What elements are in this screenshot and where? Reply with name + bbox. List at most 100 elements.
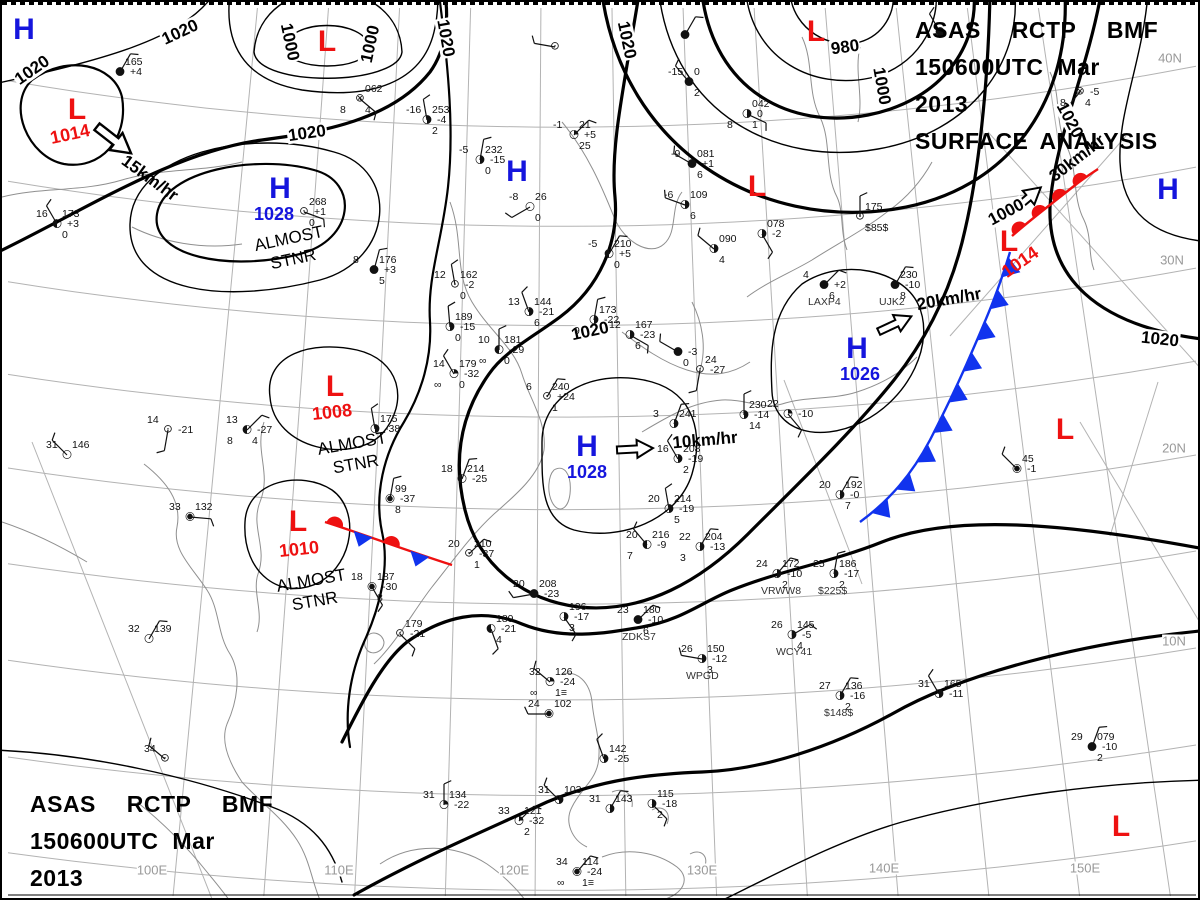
station-value-r: -2 [465,279,475,291]
station-value-lr: 1≡ [555,687,567,699]
station-value-ur: 143 [615,793,633,805]
station-symbol-icon: ● [679,26,691,41]
station-value-r: -13 [710,541,726,553]
station-value-ur: 268 [309,196,327,208]
station-value-r: -2 [772,228,782,240]
station-value-lr: 5 [674,514,680,526]
station-value-ul: 24 [528,698,540,710]
station-symbol-icon: ◐ [603,245,615,260]
station-symbol-icon: ⊙ [160,750,170,765]
station-value-r: -21 [410,628,426,640]
station-value-lr: 2 [524,826,530,838]
station-value-ul: 20 [819,479,831,491]
lat-label: 40N [1158,50,1182,66]
station-value-lr: 25 [579,140,591,152]
station-symbol-icon: ◑ [679,196,691,211]
station-value-ul: 33 [169,501,181,513]
station-symbol-icon: ◐ [485,620,497,635]
station-value-ul: 34 [556,856,568,868]
station-symbol-icon: ⊗ [1075,83,1085,98]
station-value-r: -37 [479,548,495,560]
station-symbol-icon: ⊙ [855,208,865,223]
station-symbol-icon: ◉ [366,578,378,593]
station-value-ll: 9 [574,325,580,337]
station-value-lr: 6 [635,340,641,352]
station-value-lr: 0 [460,290,466,302]
station-id: LAXP4 [808,296,841,308]
station-value-ur: 173 [62,208,80,220]
station-value-r: -25 [614,753,630,765]
station-value-r: -10 [1102,741,1118,753]
station-symbol-icon: ◔ [544,673,556,688]
station-value-r: +24 [557,391,575,403]
lon-label: 150E [1069,860,1101,876]
station-value-ur: 162 [460,269,478,281]
station-value-r: -24 [587,866,603,878]
station-value-ul: -15 [668,66,684,78]
station-value-r: 0 [757,108,763,120]
station-value-lr: 0 [504,355,510,367]
station-value-lr: 4 [252,435,258,447]
station-value-r: -3 [688,346,698,358]
station-value-ul: 31 [423,789,435,801]
station-value-r: -4 [437,114,447,126]
isobar-label: 1020 [433,16,459,60]
movement-speed-label: 20km/hr [915,283,983,315]
station-symbol-icon: ◔ [438,796,450,811]
station-value-r: -23 [640,329,656,341]
station-value-ul: 3 [653,408,659,420]
station-value-lr: 4 [496,634,502,646]
station-value-r: -32 [464,368,480,380]
station-value-ul: 16 [657,443,669,455]
station-value-ur: 173 [599,304,617,316]
station-value-lr: 0 [459,379,465,391]
lat-label: 30N [1160,252,1184,268]
station-symbol-icon: ◑ [786,626,798,641]
station-value-lr: 6 [690,210,696,222]
station-value-ur: 240 [552,381,570,393]
station-value-r: -17 [844,568,860,580]
isobar-label: 1020 [158,15,202,49]
station-value-ul: -5 [588,238,598,250]
station-value-r: -0 [850,489,860,501]
lat-label: 20N [1162,440,1186,456]
station-value-ll: ∞ [557,877,565,889]
station-value-lr: 2 [683,464,689,476]
station-value-ur: 230 [749,399,767,411]
station-value-ur: 189 [496,613,514,625]
station-value-lr: 7 [845,500,851,512]
station-value-ur: 0 [694,66,700,78]
station-value-ul: 31 [46,439,58,451]
station-symbol-icon: ⊙ [464,545,474,560]
station-value-ur: 176 [379,254,397,266]
station-value-r: -30 [382,581,398,593]
lon-label: 110E [324,862,354,878]
pressure-value: 1026 [839,364,881,384]
station-value-ul: 6 [526,381,532,393]
station-value-r: -12 [712,653,728,665]
station-symbol-icon: ○ [524,198,536,213]
isobar-label: 1020 [613,18,641,62]
station-value-lr: 4 [797,640,803,652]
station-value-ul: 18 [351,571,363,583]
station-id: ZDKS7 [622,631,656,643]
station-value-ul: 18 [441,463,453,475]
low-center-symbol: L [999,225,1019,258]
station-value-ur: 142 [609,743,627,755]
station-value-ur: 175 [380,413,398,425]
station-symbol-icon: ◑ [696,650,708,665]
movement-speed-label: 15km/hr [118,151,182,205]
station-value-ll: 8 [727,119,733,131]
station-symbol-icon: ○ [143,630,155,645]
station-symbol-icon: ◔ [448,365,460,380]
station-value-r: -29 [509,344,525,356]
station-value-r: -14 [754,409,770,421]
station-value-lr: 1 [552,402,558,414]
station-symbol-icon: ◐ [241,421,253,436]
station-value-r: +3 [384,264,396,276]
station-value-ur: 24 [705,354,717,366]
station-symbol-icon: ◑ [708,240,720,255]
station-value-ul: 20 [626,529,638,541]
station-value-ur: 214 [674,493,692,505]
station-value-ul: -9 [671,148,681,160]
